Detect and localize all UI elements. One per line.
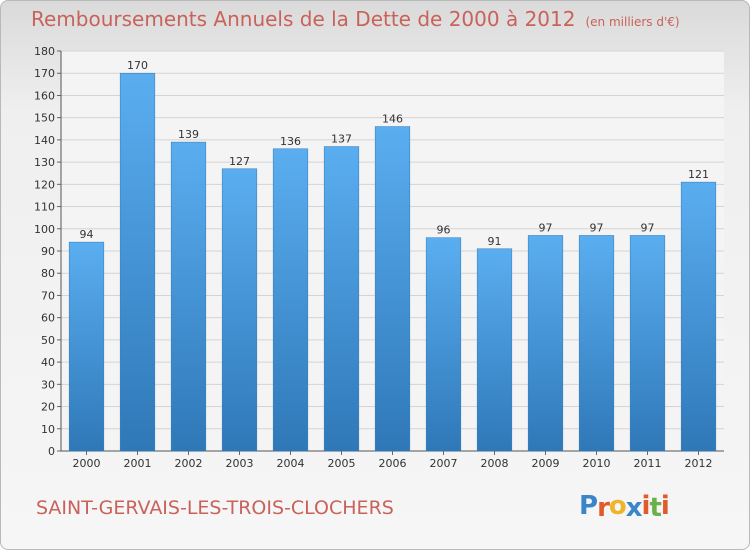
bar-chart: 0 10 20 30 40 50 60 70 80 90 100 110 120 130 140 150 160… [34, 45, 724, 470]
data-label: 127 [229, 155, 250, 168]
y-tick-label: 30 [41, 378, 55, 391]
data-label: 136 [280, 135, 301, 148]
bar [629, 235, 666, 452]
y-tick-label: 0 [48, 445, 55, 458]
x-tick-label: 2001 [124, 457, 152, 470]
data-label: 137 [331, 133, 352, 146]
logo-letter: i [660, 491, 670, 521]
y-tick-label: 50 [41, 334, 55, 347]
commune-name: SAINT-GERVAIS-LES-TROIS-CLOCHERS [36, 497, 394, 519]
data-label: 97 [539, 221, 553, 234]
logo-letter: r [597, 493, 610, 523]
y-tick-label: 60 [41, 312, 55, 325]
logo-letter: t [649, 493, 661, 523]
y-tick-label: 70 [41, 289, 55, 302]
logo-letter: P [579, 491, 598, 521]
bar [119, 72, 156, 452]
bar [680, 181, 717, 452]
y-tick-label: 20 [41, 401, 55, 414]
bar [323, 146, 360, 452]
bar [527, 235, 564, 452]
data-label: 139 [178, 128, 199, 141]
y-tick-label: 80 [41, 267, 55, 280]
title-text: Remboursements Annuels de la Dette de 20… [31, 7, 576, 31]
x-tick-label: 2004 [277, 457, 305, 470]
bar [374, 126, 411, 452]
bar [221, 168, 258, 452]
x-tick-label: 2009 [532, 457, 560, 470]
y-tick-label: 110 [34, 201, 55, 214]
y-tick-label: 10 [41, 423, 55, 436]
y-tick-label: 100 [34, 223, 55, 236]
bar [578, 235, 615, 452]
y-tick-label: 40 [41, 356, 55, 369]
x-tick-label: 2007 [430, 457, 458, 470]
data-label: 91 [488, 235, 502, 248]
logo-letter: i [641, 491, 651, 521]
data-label: 96 [437, 224, 451, 237]
y-tick-label: 90 [41, 245, 55, 258]
y-tick-label: 120 [34, 178, 55, 191]
bar [272, 148, 309, 452]
x-tick-label: 2002 [175, 457, 203, 470]
x-tick-label: 2010 [583, 457, 611, 470]
x-tick-label: 2012 [685, 457, 713, 470]
data-label: 146 [382, 113, 403, 126]
y-tick-label: 160 [34, 89, 55, 102]
x-tick-label: 2011 [634, 457, 662, 470]
x-tick-label: 2008 [481, 457, 509, 470]
y-tick-label: 170 [34, 67, 55, 80]
x-tick-label: 2006 [379, 457, 407, 470]
logo-letter: o [608, 491, 627, 521]
bar [425, 237, 462, 452]
data-label: 170 [127, 59, 148, 72]
y-tick-label: 180 [34, 45, 55, 58]
data-label: 94 [80, 228, 94, 241]
proxiti-logo: Proxiti [579, 491, 670, 523]
data-label: 97 [590, 221, 604, 234]
bar [170, 141, 207, 452]
y-tick-label: 150 [34, 112, 55, 125]
data-label: 121 [688, 168, 709, 181]
chart-subtitle: (en milliers d'€) [585, 15, 680, 29]
x-tick-label: 2000 [73, 457, 101, 470]
x-tick-label: 2003 [226, 457, 254, 470]
y-tick-label: 140 [34, 134, 55, 147]
chart-title: Remboursements Annuels de la Dette de 20… [31, 7, 680, 31]
x-tick-label: 2005 [328, 457, 356, 470]
y-tick-label: 130 [34, 156, 55, 169]
data-label: 97 [641, 221, 655, 234]
logo-letter: x [625, 493, 643, 523]
bar [68, 241, 105, 452]
bar [476, 248, 513, 452]
